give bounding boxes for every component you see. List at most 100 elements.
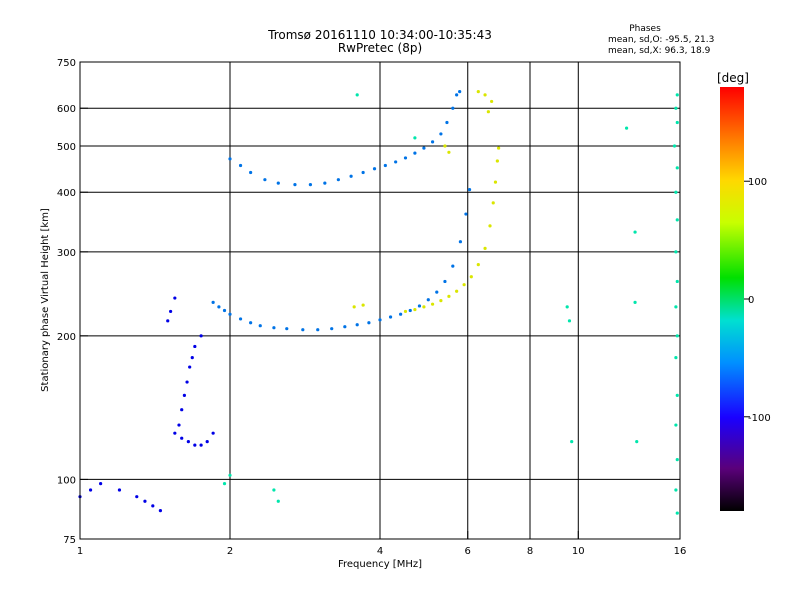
data-point: [455, 289, 459, 293]
data-point: [99, 481, 103, 486]
data-point: [451, 264, 455, 268]
data-point: [173, 431, 177, 435]
y-tick-label: 750: [57, 58, 76, 69]
data-point: [182, 393, 186, 398]
x-tick-label: 8: [527, 546, 533, 557]
data-point: [633, 300, 637, 305]
data-point: [190, 356, 194, 360]
data-point: [675, 218, 679, 222]
data-point: [228, 157, 232, 161]
data-point: [276, 499, 280, 503]
data-point: [169, 309, 173, 314]
data-point: [301, 328, 305, 332]
y-tick-label: 400: [57, 188, 76, 199]
data-point: [486, 110, 490, 114]
data-point: [430, 302, 435, 306]
data-point: [367, 321, 371, 325]
data-point: [565, 305, 569, 309]
data-point: [447, 294, 451, 298]
data-point: [276, 181, 280, 185]
data-point: [222, 481, 227, 486]
phases-line-o: mean, sd,O: -95.5, 21.3: [608, 35, 714, 45]
x-axis-ticks: 1 2 4 6 8 10 16: [77, 531, 686, 557]
y-tick-label: 200: [57, 332, 76, 343]
data-point: [205, 440, 209, 444]
data-point: [443, 279, 447, 284]
data-point: [193, 443, 197, 447]
data-point: [293, 182, 297, 187]
data-point: [211, 431, 215, 435]
data-point: [493, 180, 498, 184]
data-point: [675, 120, 679, 125]
data-point: [467, 188, 472, 192]
data-point: [222, 308, 227, 313]
data-point: [462, 283, 466, 287]
data-point: [455, 93, 459, 97]
data-point: [469, 275, 473, 279]
data-point: [674, 488, 678, 492]
data-point: [458, 90, 462, 94]
data-point: [193, 344, 197, 349]
data-point: [343, 325, 347, 329]
data-point: [447, 150, 451, 154]
colorbar-tick-label: 0: [748, 295, 754, 306]
data-point: [355, 323, 359, 327]
data-point: [483, 93, 487, 97]
y-tick-label: 500: [57, 142, 76, 153]
x-axis-label: Frequency [MHz]: [338, 559, 422, 570]
x-tick-label: 1: [77, 546, 83, 557]
data-point: [491, 201, 495, 205]
data-point: [435, 290, 439, 294]
data-point: [316, 328, 320, 332]
data-point: [674, 106, 678, 110]
chart-subtitle: RwPretec (8p): [338, 41, 422, 55]
data-point: [675, 393, 679, 398]
data-point: [330, 327, 334, 331]
data-point: [497, 146, 501, 150]
data-point: [228, 312, 232, 316]
y-axis-ticks: 75 100 200 300 400 500 600 750: [57, 58, 88, 546]
data-point: [185, 380, 189, 384]
data-point: [675, 511, 679, 515]
data-point: [361, 303, 365, 307]
data-point: [211, 300, 215, 305]
data-point: [476, 263, 480, 267]
data-point: [361, 170, 365, 175]
data-point: [117, 488, 122, 492]
data-point: [263, 178, 267, 182]
data-point: [458, 240, 463, 244]
data-point: [451, 106, 455, 110]
data-point: [272, 326, 276, 330]
data-point: [443, 144, 447, 148]
data-point: [199, 334, 203, 338]
data-point: [372, 167, 377, 171]
data-point: [135, 495, 139, 499]
data-point: [228, 473, 232, 477]
data-point: [180, 408, 184, 412]
data-point: [173, 296, 177, 300]
data-point: [336, 178, 340, 182]
data-point: [413, 136, 417, 140]
data-point: [675, 334, 679, 338]
data-point: [188, 365, 192, 369]
colorbar: [720, 87, 744, 511]
data-point: [88, 488, 93, 492]
data-point: [624, 126, 629, 130]
data-point: [388, 315, 393, 319]
colorbar-tick-label: -100: [748, 413, 771, 424]
data-point: [186, 440, 190, 444]
data-point: [495, 159, 499, 163]
data-point: [439, 299, 443, 303]
data-point: [408, 308, 412, 313]
chart-title: Tromsø 20161110 10:34:00-10:35:43: [267, 28, 492, 42]
data-point: [413, 151, 417, 155]
data-point: [308, 182, 313, 187]
data-point: [403, 156, 408, 160]
data-point: [355, 93, 359, 97]
data-point: [158, 509, 163, 513]
x-tick-label: 6: [465, 546, 471, 557]
phases-title: Phases: [629, 24, 661, 34]
data-point: [488, 224, 492, 228]
colorbar-tick-label: 100: [748, 177, 767, 188]
data-point: [417, 304, 422, 308]
